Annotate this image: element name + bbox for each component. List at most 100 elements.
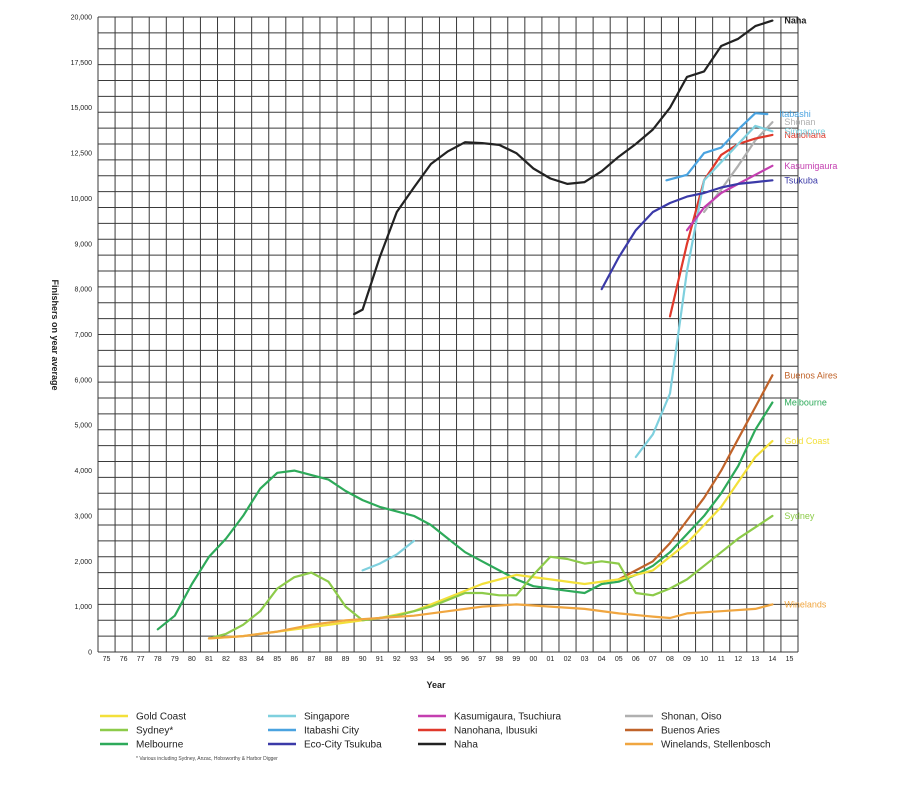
footnote: * Various including Sydney, Anzac, Hobsw… (136, 756, 278, 762)
series-line-gold-coast (207, 440, 774, 640)
x-tick-label: 11 (718, 656, 725, 663)
y-tick-label: 4,000 (74, 468, 92, 475)
x-tick-label: 02 (564, 656, 572, 663)
legend-label: Kasumigaura, Tsuchiura (454, 712, 562, 723)
legend-label: Nanohana, Ibusuki (454, 726, 537, 737)
series-end-label-singapore: Singapore (784, 126, 825, 136)
x-tick-label: 86 (290, 656, 298, 663)
x-tick-label: 06 (632, 656, 640, 663)
x-axis-label: Year (426, 680, 446, 690)
series-line-nanohana-ibusuki (668, 133, 774, 318)
x-tick-label: 00 (529, 656, 537, 663)
x-tick-label: 95 (444, 656, 452, 663)
x-tick-label: 04 (598, 656, 606, 663)
x-tick-label: 84 (256, 656, 264, 663)
y-tick-label: 9,000 (74, 241, 92, 248)
x-tick-label: 97 (478, 656, 486, 663)
x-tick-label: 12 (734, 656, 742, 663)
series-end-label-buenos-aries: Buenos Aires (784, 370, 838, 380)
series-line-sydney (207, 514, 774, 640)
legend-label: Buenos Aries (661, 726, 720, 737)
x-tick-label: 09 (683, 656, 691, 663)
x-tick-label: 03 (581, 656, 589, 663)
x-tick-label: 79 (171, 656, 179, 663)
series-line-itabashi-city (665, 112, 769, 182)
x-tick-label: 88 (325, 656, 333, 663)
x-tick-label: 83 (239, 656, 247, 663)
y-tick-label: 20,000 (71, 15, 93, 22)
series-end-label-eco-city-tsukuba: Tsukuba (784, 175, 818, 185)
series-line-singapore (634, 124, 774, 459)
y-axis-label: Finishers on year average (50, 279, 60, 390)
series-end-label-sydney: Sydney (784, 511, 815, 521)
x-tick-label: 99 (512, 656, 520, 663)
x-tick-label: 76 (120, 656, 128, 663)
x-tick-label: 15 (786, 656, 794, 663)
y-tick-label: 8,000 (74, 287, 92, 294)
x-axis-ticks: 75 76 77 78 79 80 81 82 83 84 85 86 87 88 89 90 91 92 93 94… (103, 656, 794, 663)
legend: Gold Coast Sydney* Melbourne Singapore Itaba… (100, 712, 771, 751)
x-tick-label: 81 (205, 656, 213, 663)
x-tick-label: 82 (222, 656, 230, 663)
legend-label: Naha (454, 740, 478, 751)
x-tick-label: 75 (103, 656, 111, 663)
series-line-melbourne (156, 401, 774, 631)
x-tick-label: 96 (461, 656, 469, 663)
y-tick-label: 2,000 (74, 559, 92, 566)
series-line-eco-city-tsukuba (600, 179, 774, 291)
series-end-label-naha: Naha (784, 16, 807, 26)
legend-label: Eco-City Tsukuba (304, 740, 382, 751)
legend-label: Singapore (304, 712, 350, 723)
x-tick-label: 01 (547, 656, 555, 663)
series-end-label-kasumigaura-tsuchiura: Kasumigaura (784, 161, 837, 171)
series-end-label-itabashi-city: Itabashi (779, 109, 811, 119)
y-tick-label: 1,000 (74, 604, 92, 611)
legend-label: Itabashi City (304, 726, 359, 737)
y-tick-label: 6,000 (74, 377, 92, 384)
series-line-singapore-early (361, 539, 415, 572)
x-tick-label: 80 (188, 656, 196, 663)
x-tick-label: 87 (308, 656, 316, 663)
x-tick-label: 05 (615, 656, 623, 663)
x-tick-label: 93 (410, 656, 418, 663)
legend-label: Winelands, Stellenbosch (661, 740, 771, 751)
x-tick-label: 89 (342, 656, 350, 663)
x-tick-label: 90 (359, 656, 367, 663)
x-tick-label: 77 (137, 656, 145, 663)
x-tick-label: 85 (273, 656, 281, 663)
series-end-label-melbourne: Melbourne (784, 398, 827, 408)
series-end-label-shonan-oiso: Shonan (784, 117, 815, 127)
series-line-kasumigaura-tsuchiura (685, 164, 774, 232)
y-axis-ticks: 0 1,000 2,000 3,000 4,000 5,000 6,000 7,000 8,00… (71, 15, 93, 657)
x-tick-label: 91 (376, 656, 384, 663)
series-end-label-gold-coast: Gold Coast (784, 436, 830, 446)
x-tick-label: 94 (427, 656, 435, 663)
y-tick-label: 17,500 (71, 60, 93, 67)
x-tick-label: 78 (154, 656, 162, 663)
series-line-winelands-stellenbosch (207, 603, 774, 640)
y-tick-label: 5,000 (74, 423, 92, 430)
x-tick-label: 13 (751, 656, 759, 663)
legend-label: Shonan, Oiso (661, 712, 722, 723)
y-tick-label: 7,000 (74, 332, 92, 339)
legend-label: Melbourne (136, 740, 184, 751)
legend-label: Gold Coast (136, 712, 186, 723)
x-tick-label: 14 (768, 656, 776, 663)
y-tick-label: 3,000 (74, 513, 92, 520)
series-end-label-nanohana-ibusuki: Nanohana (784, 130, 826, 140)
series-end-label-winelands-stellenbosch: Winelands (784, 599, 827, 609)
x-tick-label: 08 (666, 656, 674, 663)
series-line-buenos-aries (617, 374, 774, 581)
y-tick-label: 12,500 (71, 151, 93, 158)
legend-label: Sydney* (136, 726, 173, 737)
x-tick-label: 07 (649, 656, 657, 663)
x-tick-label: 10 (700, 656, 708, 663)
chart-grid (97, 16, 799, 653)
y-tick-label: 10,000 (71, 196, 93, 203)
x-tick-label: 98 (495, 656, 503, 663)
y-tick-label: 0 (88, 650, 92, 657)
y-tick-label: 15,000 (71, 105, 93, 112)
x-tick-label: 92 (393, 656, 401, 663)
